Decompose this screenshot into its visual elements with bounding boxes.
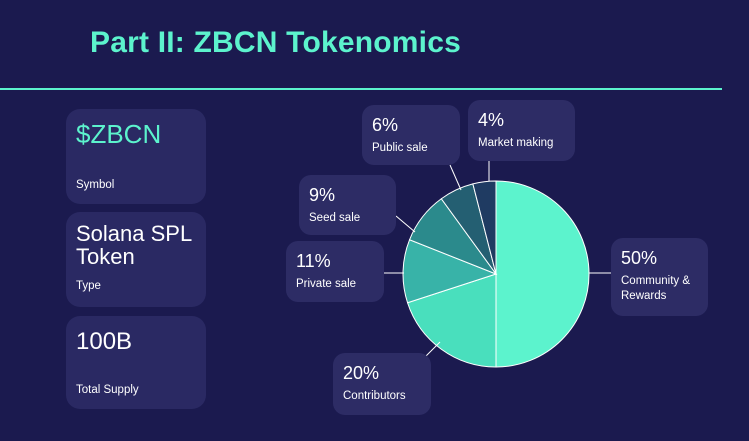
- pie-slice-contributors: [406, 273, 497, 368]
- symbol-value: $ZBCN: [76, 119, 162, 149]
- slice-pct-contributors: 20%: [343, 363, 380, 383]
- slice-label-community: 50% Community & Rewards: [611, 238, 708, 316]
- slice-pct-market-making: 4%: [478, 110, 505, 130]
- slice-pct-seed-sale: 9%: [309, 185, 336, 205]
- supply-card: 100B Total Supply: [66, 316, 206, 409]
- pie-slice-market-making: [472, 180, 497, 275]
- slice-name-private-sale: Private sale: [296, 278, 357, 290]
- title-divider: [0, 88, 722, 90]
- leader-line-seed-sale: [395, 215, 416, 233]
- slice-label-seed-sale: 9% Seed sale: [299, 175, 396, 235]
- slice-pct-private-sale: 11%: [296, 251, 331, 271]
- leader-line-contributors: [425, 341, 441, 357]
- symbol-label: Symbol: [76, 179, 115, 191]
- leader-line-public-sale: [449, 164, 462, 191]
- pie-slice-community: [495, 180, 590, 368]
- page-title: Part II: ZBCN Tokenomics: [90, 26, 461, 59]
- type-label: Type: [76, 280, 101, 292]
- type-card: Solana SPL Token Type: [66, 212, 206, 307]
- slice-label-public-sale: 6% Public sale: [362, 105, 460, 165]
- slice-name-community: Community & Rewards: [621, 275, 691, 302]
- symbol-card: $ZBCN Symbol: [66, 109, 206, 204]
- slice-name-seed-sale: Seed sale: [309, 212, 361, 224]
- slice-label-private-sale: 11% Private sale: [286, 241, 384, 302]
- slice-name-market-making: Market making: [478, 137, 554, 149]
- supply-label: Total Supply: [76, 384, 139, 396]
- slice-pct-public-sale: 6%: [372, 115, 399, 135]
- slice-name-public-sale: Public sale: [372, 142, 428, 154]
- slice-pct-community: 50%: [621, 248, 658, 268]
- supply-value: 100B: [76, 328, 133, 355]
- type-value: Solana SPL Token: [76, 221, 192, 269]
- slice-label-market-making: 4% Market making: [468, 100, 575, 161]
- slice-label-contributors: 20% Contributors: [333, 353, 431, 415]
- slice-name-contributors: Contributors: [343, 390, 406, 402]
